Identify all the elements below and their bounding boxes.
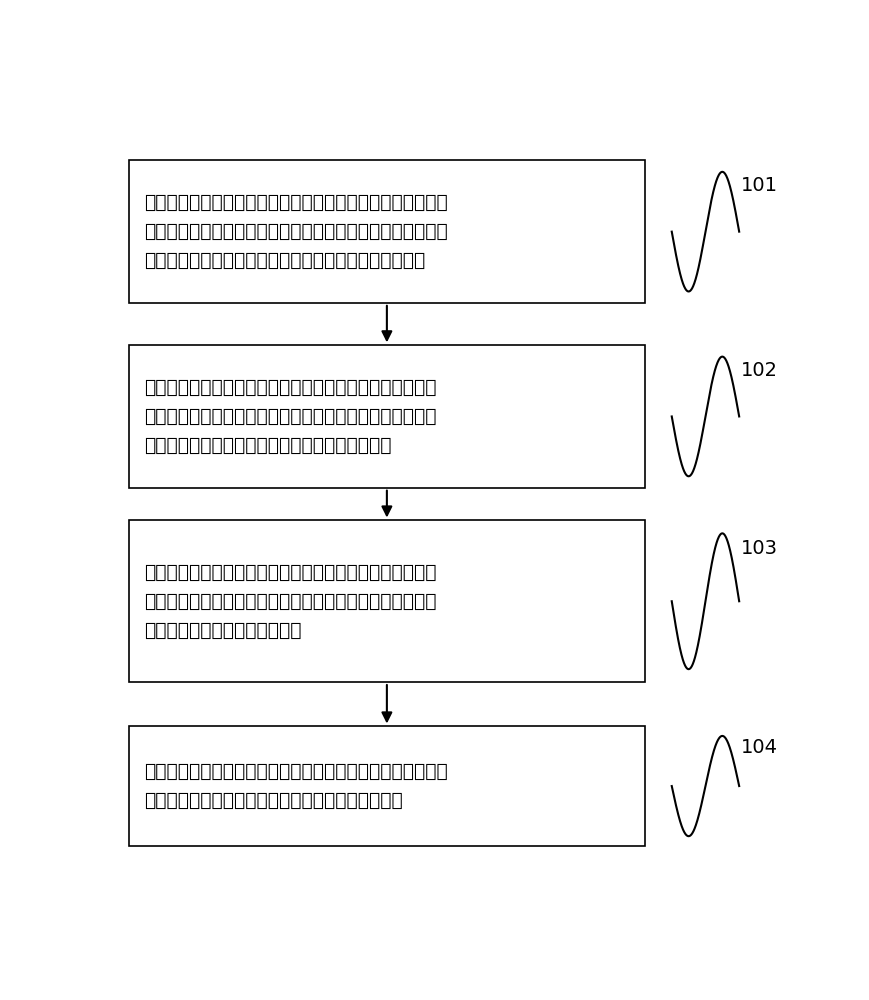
Text: 101: 101: [740, 176, 777, 195]
Text: 进行工艺防腐蚀措施的优化，即根据对装置重点腐蚀部位的
实时监控进行规范工艺操作、加强腐蚀性介质的采样分析、
有效控制工艺介质处理的质量、有效使用缓蚀剂；: 进行工艺防腐蚀措施的优化，即根据对装置重点腐蚀部位的 实时监控进行规范工艺操作、…: [143, 378, 436, 455]
Text: 102: 102: [740, 361, 777, 380]
Text: 103: 103: [740, 539, 777, 558]
Bar: [129, 160, 644, 303]
Text: 进行腐蚀监检测措施的优化，即完善设备和管道重点腐蚀部
位上设置在线腐蚀速率监测点的数量和位置，以及设置离线
定点厚度测量点的数量和位置；: 进行腐蚀监检测措施的优化，即完善设备和管道重点腐蚀部 位上设置在线腐蚀速率监测点…: [143, 563, 436, 640]
Text: 104: 104: [740, 738, 777, 757]
Text: 进行材质防腐蚀措施的优化，即根据装置工艺介质中腐蚀介质
含量，及其对设备和管道造成的腐蚀破坏形式、实际腐蚀速率
阈值等合理确定设备和管道之重点腐蚀部位所采用材质: 进行材质防腐蚀措施的优化，即根据装置工艺介质中腐蚀介质 含量，及其对设备和管道造…: [143, 193, 447, 270]
Text: 进行腐蚀失效案例归纳分析，即及时整理装置腐蚀失效案例，
建立腐蚀失效数据库，进行腐蚀失效案例归纳分析。: 进行腐蚀失效案例归纳分析，即及时整理装置腐蚀失效案例， 建立腐蚀失效数据库，进行…: [143, 762, 447, 810]
Bar: [129, 345, 644, 488]
Bar: [129, 726, 644, 846]
Bar: [129, 520, 644, 682]
